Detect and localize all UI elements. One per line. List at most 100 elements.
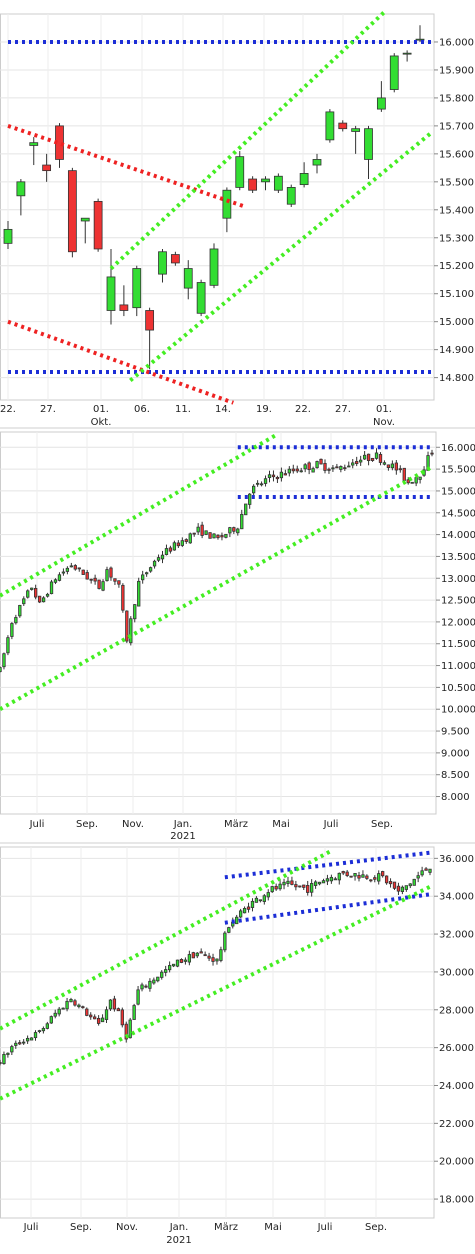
channel-up-line xyxy=(0,884,431,1101)
candle xyxy=(337,872,341,885)
candle xyxy=(255,480,260,487)
candle xyxy=(246,902,251,913)
candle xyxy=(200,521,204,539)
candle-body-up xyxy=(0,667,2,673)
candle-body-up xyxy=(337,872,341,881)
candle xyxy=(361,870,365,878)
candle-body-up xyxy=(29,142,39,146)
candle xyxy=(335,463,339,469)
candle xyxy=(144,571,149,577)
candle xyxy=(45,592,50,598)
candle xyxy=(29,1037,34,1041)
candle xyxy=(242,906,247,914)
candle xyxy=(156,976,160,983)
candle-body-up xyxy=(410,481,414,484)
candle xyxy=(307,461,311,475)
y-tick-label: 12.500 xyxy=(441,596,475,607)
x-tick-label: Nov. xyxy=(116,1222,138,1233)
candle xyxy=(81,1005,85,1009)
candle-body-up xyxy=(325,111,335,141)
candle-body-up xyxy=(152,560,157,567)
candle-body-down xyxy=(179,959,184,963)
y-tick-label: 11.500 xyxy=(441,639,475,650)
candle xyxy=(351,125,361,154)
x-tick-label: 27. xyxy=(40,404,56,415)
candle xyxy=(37,1029,42,1034)
candle xyxy=(228,526,232,538)
candle xyxy=(331,464,335,472)
candle-body-down xyxy=(341,871,345,874)
candle xyxy=(244,503,248,516)
candle xyxy=(69,562,73,568)
candle xyxy=(408,883,412,889)
candle xyxy=(129,616,133,646)
candle-body-up xyxy=(41,597,46,603)
candle-body-down xyxy=(357,874,361,879)
candle xyxy=(57,1006,61,1017)
candle-body-up xyxy=(244,503,248,516)
candle-body-up xyxy=(22,598,26,605)
candle-body-down xyxy=(168,547,173,552)
candle xyxy=(41,596,46,603)
candle-body-up xyxy=(167,965,172,971)
candle xyxy=(6,1052,10,1058)
candle-body-down xyxy=(73,1000,77,1006)
candle-body-up xyxy=(132,268,142,309)
candle xyxy=(106,248,116,325)
candle xyxy=(65,997,69,1012)
candle-body-down xyxy=(406,479,410,484)
candle xyxy=(396,882,401,896)
candle xyxy=(26,589,30,599)
candle xyxy=(400,885,405,895)
candle-body-up xyxy=(235,156,245,188)
candle-body-up xyxy=(57,574,62,581)
candle xyxy=(30,587,34,591)
y-tick-label: 15.500 xyxy=(439,177,474,188)
candle-body-down xyxy=(384,875,389,884)
candle-body-up xyxy=(14,617,18,624)
candle-body-up xyxy=(236,528,240,534)
candle-body-up xyxy=(175,959,180,967)
candle xyxy=(29,137,39,166)
candle xyxy=(357,871,361,882)
candle xyxy=(374,448,379,460)
candle-body-up xyxy=(80,217,90,222)
candle xyxy=(156,554,161,563)
candle-body-up xyxy=(132,1005,136,1020)
candle xyxy=(294,880,298,891)
y-tick-label: 15.200 xyxy=(439,261,474,272)
candle xyxy=(209,243,219,289)
candle xyxy=(424,867,428,871)
x-tick-label: Juli xyxy=(29,819,45,830)
candle-body-up xyxy=(106,276,116,311)
candle-body-down xyxy=(295,468,299,472)
candle-body-up xyxy=(347,465,351,468)
candle-body-down xyxy=(203,954,207,957)
candle-body-down xyxy=(307,462,311,471)
candle xyxy=(37,595,42,604)
candle xyxy=(317,881,322,886)
candle-body-up xyxy=(418,476,422,480)
candle xyxy=(14,614,18,625)
candle-body-down xyxy=(398,468,402,471)
candle-body-up xyxy=(180,540,184,546)
candle-body-down xyxy=(144,985,148,988)
candle-body-up xyxy=(141,574,145,581)
candle-body-down xyxy=(246,906,251,910)
candle-body-down xyxy=(388,881,393,885)
candle xyxy=(85,1007,89,1017)
candle-body-down xyxy=(327,468,331,471)
candle xyxy=(67,167,77,258)
candle-body-down xyxy=(248,178,258,191)
candle xyxy=(382,460,387,466)
candle-body-up xyxy=(2,653,6,668)
candle xyxy=(117,580,121,588)
candle-body-down xyxy=(85,1008,89,1016)
candle-body-down xyxy=(430,452,434,455)
candle xyxy=(77,1003,81,1009)
candle xyxy=(227,926,231,934)
candle xyxy=(286,184,296,207)
candle-body-down xyxy=(121,584,125,611)
candle xyxy=(192,532,196,537)
candle xyxy=(248,493,252,509)
